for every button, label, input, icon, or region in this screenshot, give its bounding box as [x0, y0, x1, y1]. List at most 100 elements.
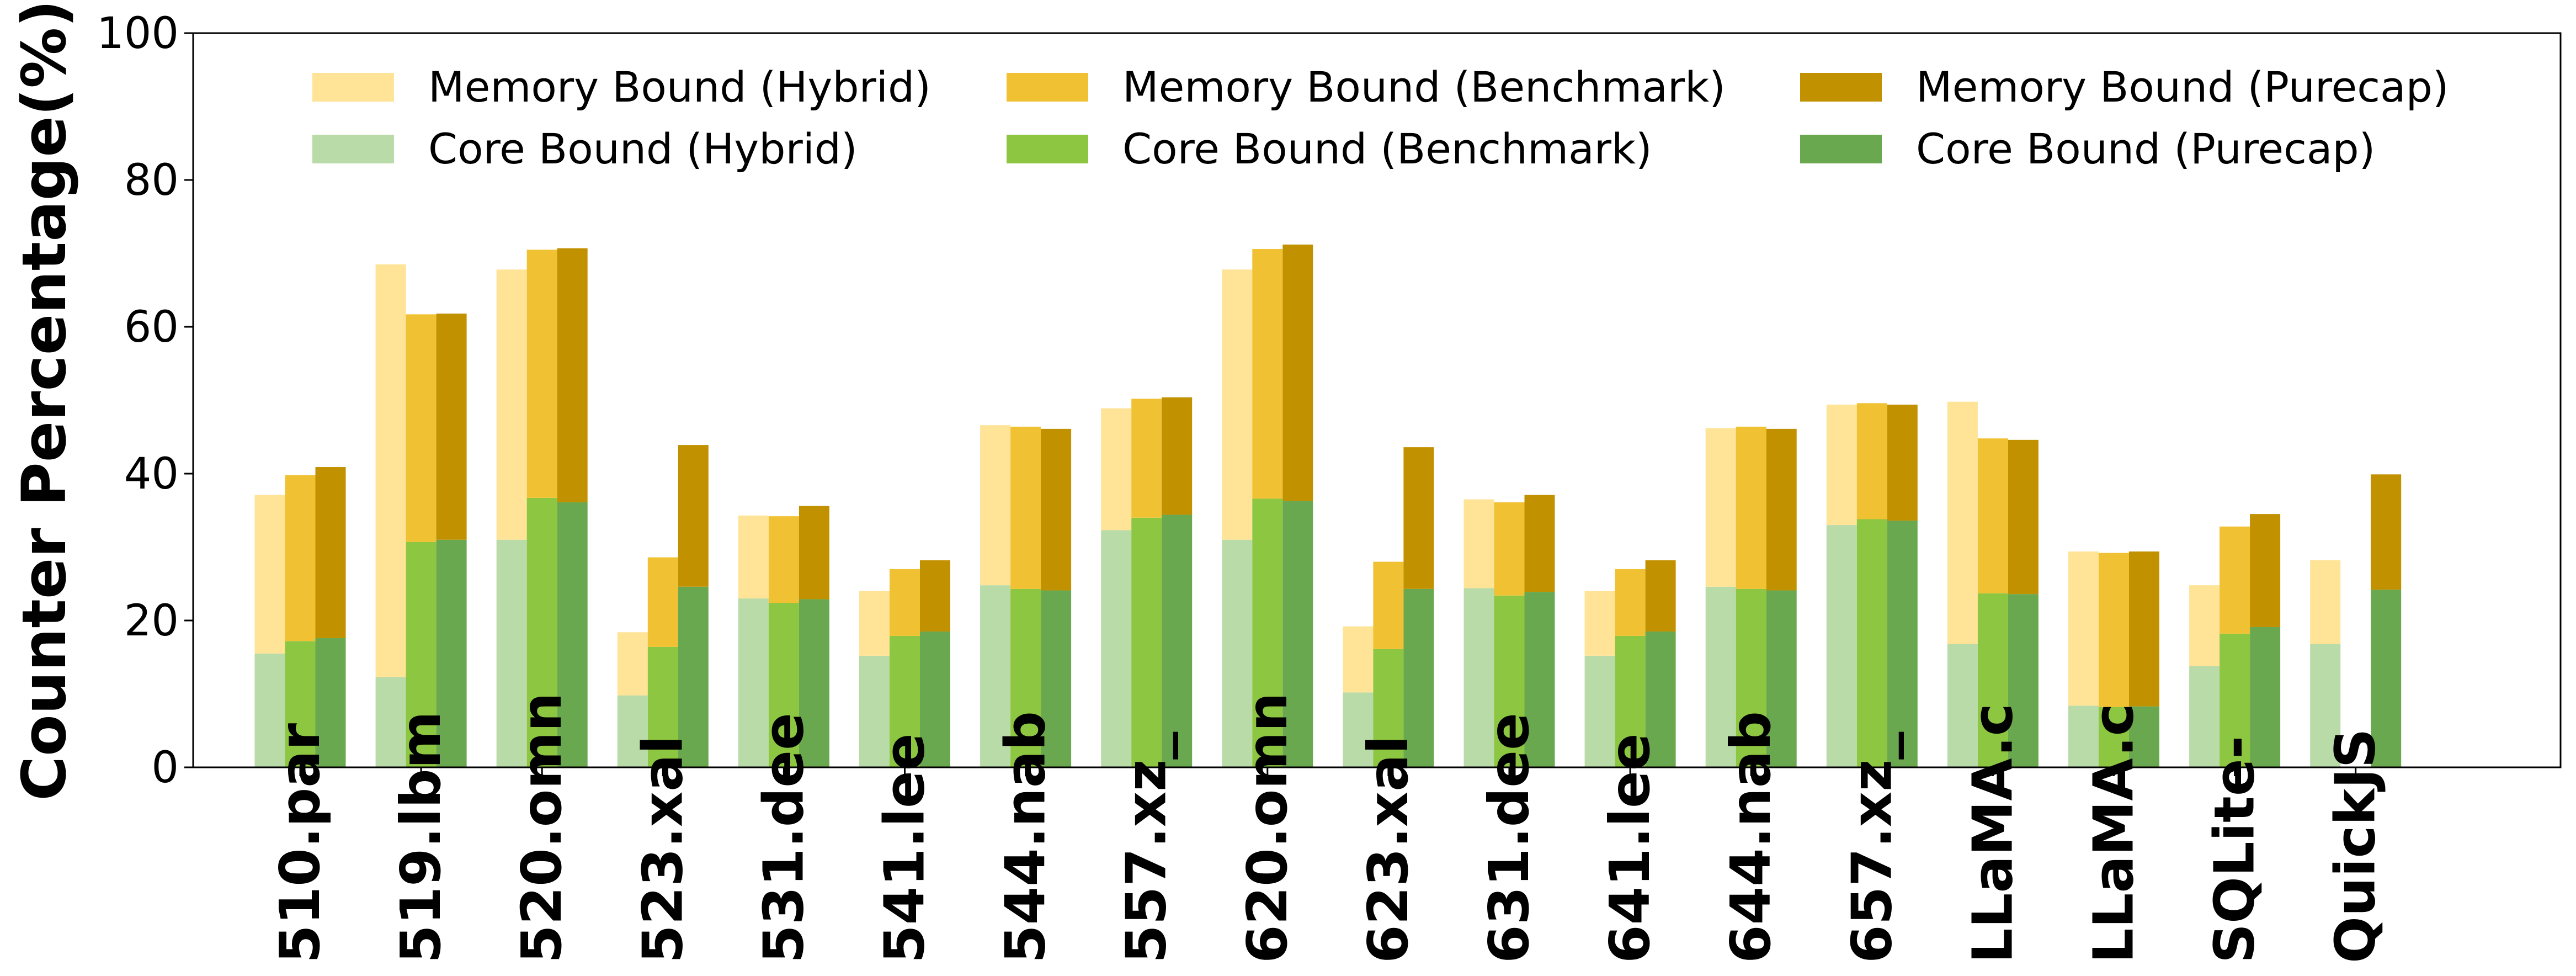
- bar-core-purecap-5: [920, 631, 950, 767]
- bar-memory-purecap-12: [1766, 428, 1797, 591]
- bar-memory-purecap-14: [2008, 439, 2039, 595]
- bar-core-purecap-0: [315, 638, 346, 767]
- x-category-label-16: SQLite-: [2202, 736, 2267, 963]
- bar-core-purecap-8: [1282, 501, 1313, 767]
- bar-memory-benchmark-8: [1252, 249, 1283, 499]
- bar-memory-benchmark-7: [1131, 399, 1162, 518]
- bar-memory-purecap-8: [1282, 245, 1313, 501]
- bar-memory-hybrid-4: [738, 515, 769, 599]
- x-category-label-11: 641.lee: [1598, 733, 1662, 963]
- legend-swatch-2: [1800, 73, 1882, 102]
- bar-memory-purecap-2: [557, 248, 588, 502]
- bar-memory-purecap-13: [1887, 404, 1918, 521]
- x-category-label-2: 520.omn: [509, 692, 574, 963]
- bar-core-purecap-17: [2371, 590, 2402, 767]
- bar-memory-hybrid-1: [375, 264, 406, 677]
- bar-memory-hybrid-16: [2189, 585, 2220, 666]
- bar-core-benchmark-8: [1252, 498, 1283, 767]
- x-category-label-1: 519.lbm: [388, 711, 453, 963]
- bar-core-hybrid-13: [1826, 525, 1857, 767]
- bar-memory-purecap-16: [2250, 514, 2281, 627]
- y-tick-label-40: 40: [124, 449, 179, 499]
- bar-core-benchmark-1: [406, 542, 437, 767]
- bar-memory-hybrid-3: [617, 632, 648, 696]
- legend-swatch-5: [1800, 135, 1882, 163]
- bar-memory-benchmark-4: [768, 516, 799, 603]
- bar-core-purecap-4: [799, 599, 829, 767]
- x-category-label-0: 510.par: [268, 723, 332, 963]
- bar-memory-benchmark-14: [1977, 438, 2008, 593]
- bar-memory-benchmark-16: [2220, 526, 2250, 634]
- bar-memory-hybrid-10: [1463, 499, 1494, 588]
- x-category-label-12: 644.nab: [1718, 711, 1783, 963]
- bar-core-purecap-3: [678, 586, 709, 767]
- bar-core-hybrid-12: [1705, 586, 1736, 767]
- bar-memory-hybrid-7: [1101, 408, 1132, 531]
- bar-core-purecap-2: [557, 502, 588, 767]
- bar-core-hybrid-2: [496, 539, 527, 767]
- bar-memory-benchmark-15: [2099, 553, 2129, 707]
- bar-core-hybrid-4: [738, 598, 769, 767]
- bar-memory-purecap-3: [678, 445, 709, 587]
- bar-core-benchmark-11: [1615, 635, 1646, 767]
- bar-core-benchmark-0: [285, 641, 316, 767]
- x-category-label-14: LLaMA.c: [1960, 703, 2025, 963]
- bar-memory-purecap-15: [2129, 551, 2159, 707]
- legend-swatch-0: [312, 73, 394, 102]
- bar-core-purecap-1: [436, 539, 467, 767]
- legend-label-0: Memory Bound (Hybrid): [428, 62, 931, 112]
- bar-core-benchmark-2: [526, 497, 557, 767]
- legend-label-3: Core Bound (Hybrid): [428, 124, 858, 173]
- bar-core-benchmark-13: [1856, 519, 1887, 767]
- x-category-label-15: LLaMA.c: [2082, 703, 2146, 963]
- bar-core-hybrid-8: [1222, 539, 1253, 767]
- bar-core-benchmark-10: [1494, 595, 1525, 767]
- bar-core-purecap-16: [2250, 627, 2281, 767]
- y-tick-label-100: 100: [97, 9, 179, 59]
- bar-memory-hybrid-11: [1584, 591, 1615, 656]
- bar-core-hybrid-10: [1463, 588, 1494, 767]
- bar-memory-benchmark-3: [647, 557, 678, 647]
- bar-core-hybrid-11: [1584, 655, 1615, 767]
- bar-memory-hybrid-13: [1826, 404, 1857, 526]
- bar-core-purecap-7: [1162, 514, 1193, 767]
- legend-label-4: Core Bound (Benchmark): [1122, 124, 1652, 173]
- x-category-label-17: QuickJS: [2323, 729, 2388, 964]
- y-tick-label-60: 60: [124, 303, 179, 352]
- bar-core-benchmark-4: [768, 603, 799, 767]
- bar-memory-purecap-6: [1041, 428, 1072, 591]
- bar-memory-hybrid-8: [1222, 269, 1253, 540]
- bar-core-purecap-12: [1766, 590, 1797, 767]
- bar-memory-hybrid-9: [1343, 626, 1374, 693]
- bar-memory-benchmark-12: [1736, 426, 1766, 589]
- bar-core-purecap-6: [1041, 590, 1072, 767]
- bar-core-benchmark-5: [890, 635, 920, 767]
- bar-memory-benchmark-11: [1615, 569, 1646, 636]
- legend-swatch-3: [312, 135, 394, 163]
- y-tick-label-80: 80: [124, 156, 179, 205]
- bar-core-hybrid-0: [254, 653, 285, 767]
- bar-core-hybrid-9: [1343, 692, 1374, 767]
- bar-core-benchmark-16: [2220, 633, 2250, 767]
- bar-memory-purecap-11: [1645, 560, 1676, 632]
- bar-memory-benchmark-13: [1856, 403, 1887, 519]
- plot-frame: [192, 32, 2562, 768]
- bar-core-hybrid-16: [2189, 666, 2220, 767]
- bar-core-purecap-14: [2008, 594, 2039, 767]
- bar-memory-purecap-1: [436, 314, 467, 540]
- x-category-label-4: 531.dee: [751, 713, 816, 963]
- legend-label-5: Core Bound (Purecap): [1916, 124, 2375, 173]
- bar-memory-purecap-7: [1162, 397, 1193, 515]
- bar-memory-benchmark-6: [1010, 426, 1041, 589]
- y-axis: 0 20 40 60 80 100: [97, 9, 193, 793]
- bar-core-purecap-9: [1403, 588, 1434, 767]
- bar-memory-benchmark-5: [890, 569, 920, 636]
- y-axis-label: Counter Percentage(%): [9, 0, 79, 801]
- x-category-label-8: 620.omn: [1235, 692, 1300, 963]
- bar-core-hybrid-5: [859, 655, 890, 767]
- x-category-label-6: 544.nab: [993, 711, 1058, 963]
- bar-memory-purecap-5: [920, 560, 950, 632]
- x-category-label-10: 631.dee: [1477, 713, 1541, 963]
- bar-memory-hybrid-5: [859, 591, 890, 656]
